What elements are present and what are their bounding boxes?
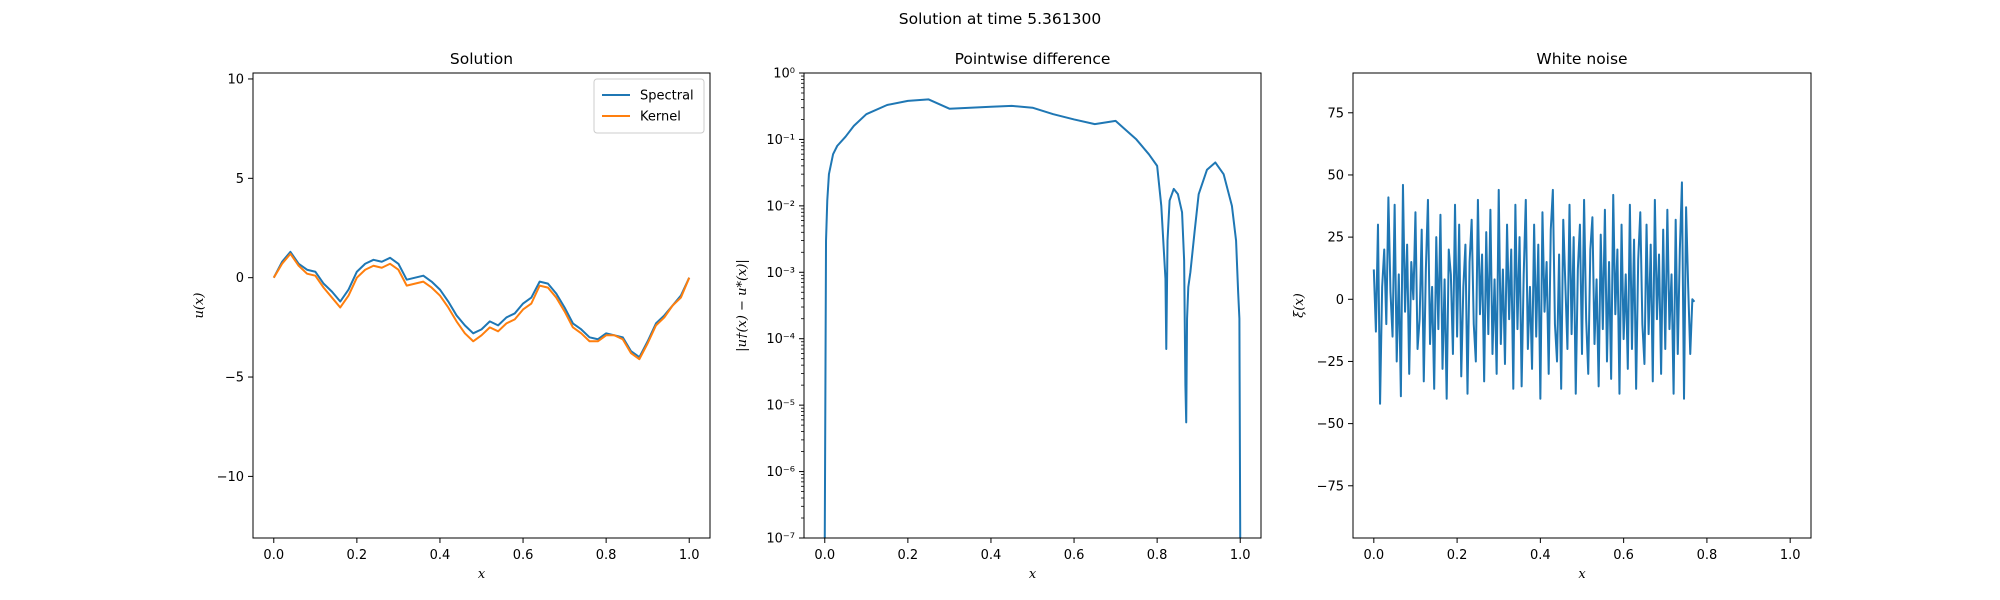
y-tick-label: 50: [1327, 168, 1344, 183]
chart-solution: 0.0 0.2 0.4 0.6 0.8 1.0 −10 −5 0 5 10 Solution x u(x)…: [192, 50, 711, 582]
x-tick-label: 0.2: [347, 548, 368, 563]
x-tick-label: 0.0: [1363, 548, 1384, 563]
legend-box: [593, 78, 705, 134]
y-tick-label: 10: [227, 72, 244, 87]
y-tick-label: −75: [1317, 479, 1344, 494]
y-tick-label: 75: [1327, 106, 1344, 121]
x-tick-label: 0.0: [263, 548, 284, 563]
y-tick-label: 10⁻²: [766, 199, 795, 214]
x-tick-label: 0.4: [430, 548, 451, 563]
plot-frame: [1352, 72, 1812, 539]
legend-label: Spectral: [640, 89, 694, 104]
chart-title: Solution: [450, 50, 513, 68]
x-tick-label: 0.8: [1697, 548, 1718, 563]
plot-frame: [803, 72, 1262, 539]
chart-title: Pointwise difference: [955, 50, 1111, 68]
y-axis-label: |u†(x) − u*(x)|: [735, 259, 750, 352]
legend: Spectral Kernel: [593, 78, 705, 134]
series-line-spectral: [272, 250, 691, 359]
y-axis-label: u(x): [192, 293, 207, 319]
series-line-kernel: [272, 252, 691, 361]
series-line-1: [823, 98, 1242, 538]
y-tick-label: 10⁻⁷: [766, 532, 795, 547]
x-tick-label: 0.6: [513, 548, 534, 563]
x-axis-label: x: [1029, 567, 1037, 582]
x-tick-label: 0.2: [898, 548, 919, 563]
x-tick-label: 0.8: [596, 548, 617, 563]
y-tick-label: 10⁻⁵: [766, 399, 795, 414]
x-tick-label: 1.0: [679, 548, 700, 563]
y-tick-label: 10⁰: [773, 67, 795, 82]
x-tick-label: 0.2: [1447, 548, 1468, 563]
x-tick-label: 1.0: [1230, 548, 1251, 563]
y-tick-label: 10⁻⁴: [766, 332, 795, 347]
y-axis-label: ξ(x): [1292, 293, 1307, 318]
x-tick-label: 0.0: [814, 548, 835, 563]
chart-title: White noise: [1536, 50, 1627, 68]
x-tick-label: 0.6: [1613, 548, 1634, 563]
x-axis-label: x: [1578, 567, 1586, 582]
y-tick-label: −10: [217, 470, 244, 485]
legend-label: Kernel: [640, 110, 681, 125]
figure-suptitle: Solution at time 5.361300: [899, 10, 1101, 28]
y-tick-label: −50: [1317, 417, 1344, 432]
y-tick-label: 5: [236, 172, 244, 187]
y-tick-label: 10⁻¹: [766, 133, 795, 148]
y-tick-label: 0: [1336, 293, 1344, 308]
y-tick-label: 10⁻³: [766, 266, 795, 281]
chart-difference: 0.0 0.2 0.4 0.6 0.8 1.0 10⁻⁷ 10⁻⁶ 10⁻⁵ 10⁻⁴ 10⁻³ 10…: [735, 50, 1262, 582]
x-tick-label: 1.0: [1780, 548, 1801, 563]
x-tick-label: 0.4: [981, 548, 1002, 563]
x-tick-label: 0.8: [1147, 548, 1168, 563]
y-tick-label: −25: [1317, 355, 1344, 370]
x-tick-label: 0.4: [1530, 548, 1551, 563]
x-axis-label: x: [478, 567, 486, 582]
y-tick-label: −5: [225, 371, 244, 386]
y-tick-label: 25: [1327, 231, 1344, 246]
plot-frame: [252, 72, 711, 539]
y-tick-label: 0: [236, 271, 244, 286]
x-tick-label: 0.6: [1064, 548, 1085, 563]
y-tick-label: 10⁻⁶: [766, 465, 795, 480]
chart-noise: 0.0 0.2 0.4 0.6 0.8 1.0 −75 −50 −25 0 25 50 75 White …: [1292, 50, 1812, 582]
series-line-1: [1372, 181, 1696, 405]
